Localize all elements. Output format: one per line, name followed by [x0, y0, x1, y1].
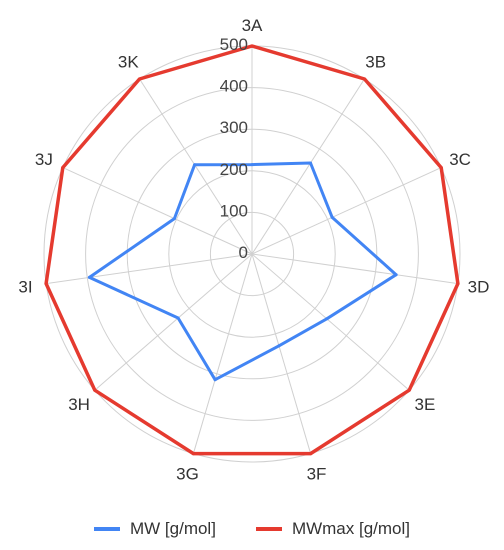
series-0-point-3K — [193, 163, 197, 167]
radar-series — [44, 44, 460, 456]
series-1-point-3C — [439, 166, 443, 170]
series-1-point-3F — [309, 452, 313, 456]
spoke-3G — [192, 253, 253, 454]
series-1-point-3D — [456, 282, 460, 286]
series-0-point-3D — [394, 273, 398, 277]
category-label-3J: 3J — [35, 150, 53, 169]
spoke-3E — [251, 253, 410, 391]
spoke-3J — [62, 167, 253, 255]
category-label-3A: 3A — [242, 16, 263, 35]
spoke-3B — [251, 78, 365, 255]
radar-grid — [43, 45, 461, 463]
category-label-3C: 3C — [449, 150, 471, 169]
category-label-3G: 3G — [176, 465, 199, 484]
legend-item-mw[interactable]: MW [g/mol] — [93, 519, 216, 539]
spoke-3F — [251, 253, 312, 454]
r-tick-label-4: 400 — [220, 77, 248, 96]
series-0-point-3I — [87, 275, 91, 279]
legend-label-mwmax: MWmax [g/mol] — [291, 519, 410, 538]
category-label-3E: 3E — [415, 395, 436, 414]
series-1-point-3K — [138, 77, 141, 81]
legend-item-mwmax[interactable]: MWmax [g/mol] — [255, 519, 410, 539]
series-0-point-3H — [176, 316, 180, 320]
series-1-point-3G — [191, 452, 195, 456]
r-tick-label-2: 200 — [220, 160, 248, 179]
category-label-3I: 3I — [18, 278, 32, 297]
category-label-3H: 3H — [68, 395, 90, 414]
r-tick-label-3: 300 — [220, 118, 248, 137]
series-1-point-3B — [363, 77, 366, 81]
category-label-3K: 3K — [118, 53, 139, 72]
series-1-point-3E — [407, 388, 411, 392]
legend: MW [g/mol] MWmax [g/mol] — [0, 514, 504, 544]
r-tick-label-5: 500 — [220, 35, 248, 54]
series-0-point-3A — [250, 163, 254, 167]
series-1-point-3H — [93, 388, 97, 392]
series-line-0 — [87, 161, 398, 382]
series-1-point-3I — [44, 282, 48, 286]
spoke-3K — [139, 78, 253, 255]
legend-swatch-mw — [93, 527, 120, 531]
series-line-1 — [44, 44, 460, 456]
series-1-point-3A — [250, 44, 254, 48]
r-tick-label-0: 0 — [239, 243, 248, 262]
series-1-point-3J — [61, 166, 65, 170]
category-label-3F: 3F — [307, 465, 327, 484]
series-0-point-3J — [172, 217, 176, 221]
series-0-point-3C — [330, 215, 334, 219]
spoke-3H — [94, 253, 253, 391]
series-0-point-3G — [213, 378, 217, 382]
category-label-3D: 3D — [468, 278, 490, 297]
series-0-point-3B — [309, 161, 312, 165]
series-0-point-3E — [325, 317, 329, 321]
r-tick-label-1: 100 — [220, 201, 248, 220]
series-0-point-3F — [277, 344, 281, 348]
spoke-3C — [251, 167, 442, 255]
spoke-3D — [251, 253, 458, 285]
legend-swatch-mwmax — [255, 527, 282, 531]
spoke-3I — [46, 253, 253, 285]
legend-label-mw: MW [g/mol] — [129, 519, 216, 538]
category-label-3B: 3B — [365, 53, 386, 72]
